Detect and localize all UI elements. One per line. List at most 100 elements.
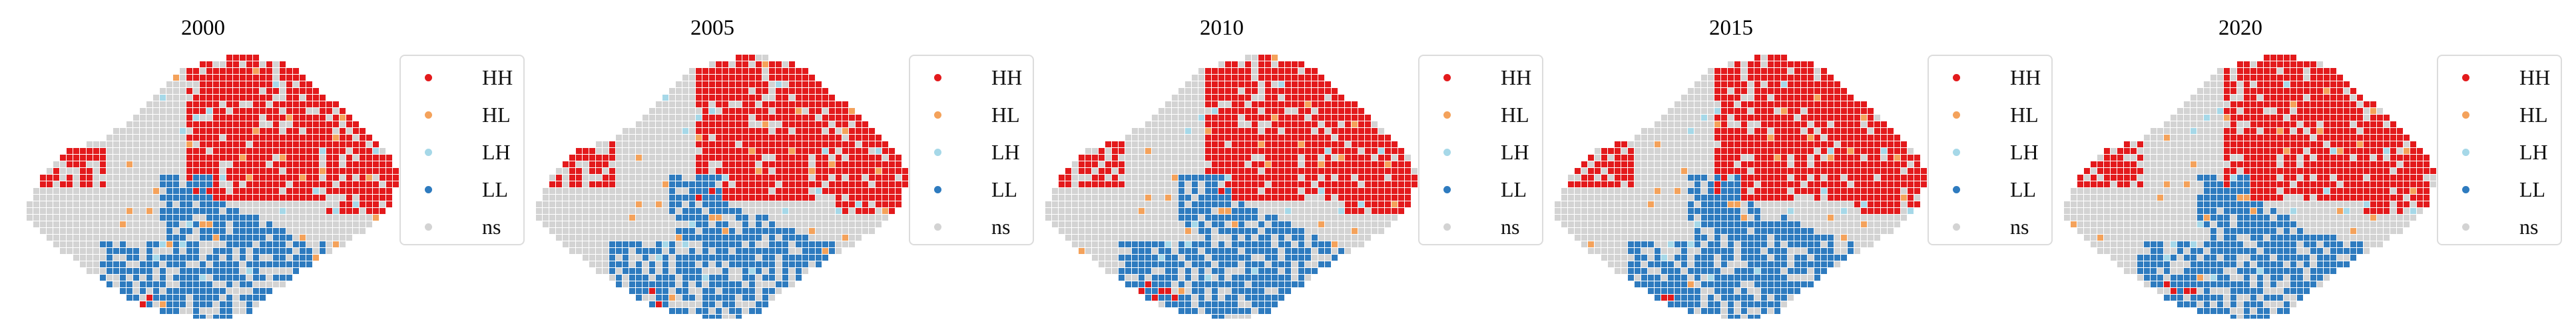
map-grid-cell	[789, 281, 795, 287]
map-grid-cell	[67, 155, 73, 161]
map-grid-cell	[153, 255, 159, 261]
map-grid-cell	[1372, 195, 1378, 201]
map-grid-cell	[1352, 101, 1358, 107]
map-grid-cell	[1059, 201, 1065, 207]
map-grid-cell	[1768, 101, 1774, 107]
map-grid-cell	[1305, 128, 1311, 134]
map-grid-cell	[220, 188, 226, 194]
map-grid-cell	[1152, 228, 1158, 234]
map-grid-cell	[1332, 155, 1338, 161]
map-grid-cell	[749, 215, 755, 221]
map-grid-cell	[816, 141, 822, 147]
map-grid-cell	[1888, 175, 1894, 181]
map-grid-cell	[1139, 235, 1145, 241]
map-grid-cell	[1212, 108, 1218, 114]
map-grid-cell	[326, 215, 332, 221]
map-grid-cell	[1212, 255, 1218, 261]
map-grid-cell	[180, 301, 186, 307]
map-grid-cell	[160, 188, 166, 194]
map-grid-cell	[166, 181, 172, 187]
map-grid-cell	[273, 181, 279, 187]
map-grid-cell	[133, 255, 139, 261]
map-grid-cell	[1781, 128, 1787, 134]
map-grid-cell	[836, 181, 842, 187]
map-grid-cell	[333, 121, 339, 127]
map-grid-cell	[583, 155, 589, 161]
map-grid-cell	[656, 228, 662, 234]
map-grid-cell	[816, 88, 822, 94]
map-grid-cell	[1392, 168, 1398, 174]
map-grid-cell	[260, 168, 266, 174]
map-grid-cell	[80, 241, 86, 247]
map-grid-cell	[107, 275, 113, 281]
map-grid-cell	[722, 175, 728, 181]
map-grid-cell	[636, 195, 642, 201]
map-grid-cell	[206, 255, 212, 261]
map-grid-cell	[563, 208, 569, 214]
map-grid-cell	[782, 141, 788, 147]
map-grid-cell	[133, 155, 139, 161]
map-grid-cell	[200, 121, 206, 127]
map-grid-cell	[1232, 61, 1238, 67]
map-grid-cell	[53, 161, 59, 167]
map-grid-cell	[669, 275, 675, 281]
map-grid-cell	[1152, 135, 1158, 141]
map-grid-cell	[662, 235, 668, 241]
map-grid-cell	[789, 261, 795, 267]
map-grid-cell	[133, 161, 139, 167]
map-grid-cell	[1405, 155, 1411, 161]
map-grid-cell	[286, 121, 292, 127]
map-grid-cell	[186, 121, 192, 127]
map-grid-cell	[140, 215, 146, 221]
map-grid-cell	[736, 241, 742, 247]
map-grid-cell	[1312, 195, 1318, 201]
map-grid-cell	[902, 181, 908, 187]
map-grid-cell	[380, 195, 386, 201]
map-grid-cell	[160, 181, 166, 187]
map-grid-cell	[623, 241, 629, 247]
map-grid-cell	[1794, 81, 1800, 87]
map-grid-cell	[93, 201, 99, 207]
map-grid-cell	[87, 201, 93, 207]
map-grid-cell	[762, 275, 768, 281]
map-grid-cell	[346, 215, 352, 221]
map-grid-cell	[649, 221, 655, 227]
map-grid-cell	[1768, 148, 1774, 154]
map-grid-cell	[769, 288, 775, 294]
map-grid-cell	[1674, 101, 1680, 107]
map-grid-cell	[643, 155, 648, 161]
map-grid-cell	[729, 241, 735, 247]
map-grid-cell	[616, 195, 622, 201]
map-grid-cell	[1132, 155, 1138, 161]
map-grid-cell	[1298, 268, 1304, 274]
map-grid-cell	[340, 148, 346, 154]
map-grid-cell	[1212, 115, 1218, 121]
map-grid-cell	[1338, 141, 1344, 147]
map-grid-cell	[1198, 101, 1204, 107]
map-grid-cell	[829, 161, 835, 167]
map-grid-cell	[233, 101, 239, 107]
map-grid-cell	[643, 115, 648, 121]
map-grid-cell	[226, 275, 232, 281]
map-grid-cell	[1238, 228, 1244, 234]
map-grid-cell	[213, 295, 219, 301]
map-grid-cell	[326, 181, 332, 187]
map-grid-cell	[769, 275, 775, 281]
map-grid-cell	[60, 241, 66, 247]
map-grid-cell	[226, 88, 232, 94]
map-grid-cell	[160, 295, 166, 301]
map-grid-cell	[1768, 75, 1774, 81]
map-grid-cell	[1119, 161, 1125, 167]
map-grid-cell	[1312, 115, 1318, 121]
map-grid-cell	[696, 88, 702, 94]
map-grid-cell	[1788, 101, 1794, 107]
map-grid-cell	[1595, 155, 1601, 161]
map-grid-cell	[233, 215, 239, 221]
map-grid-cell	[293, 88, 299, 94]
map-grid-cell	[636, 281, 642, 287]
map-grid-cell	[1721, 175, 1727, 181]
map-grid-cell	[576, 181, 582, 187]
map-grid-cell	[736, 168, 742, 174]
legend-item-hl: HL	[1443, 101, 1529, 128]
map-grid-cell	[1272, 128, 1278, 134]
